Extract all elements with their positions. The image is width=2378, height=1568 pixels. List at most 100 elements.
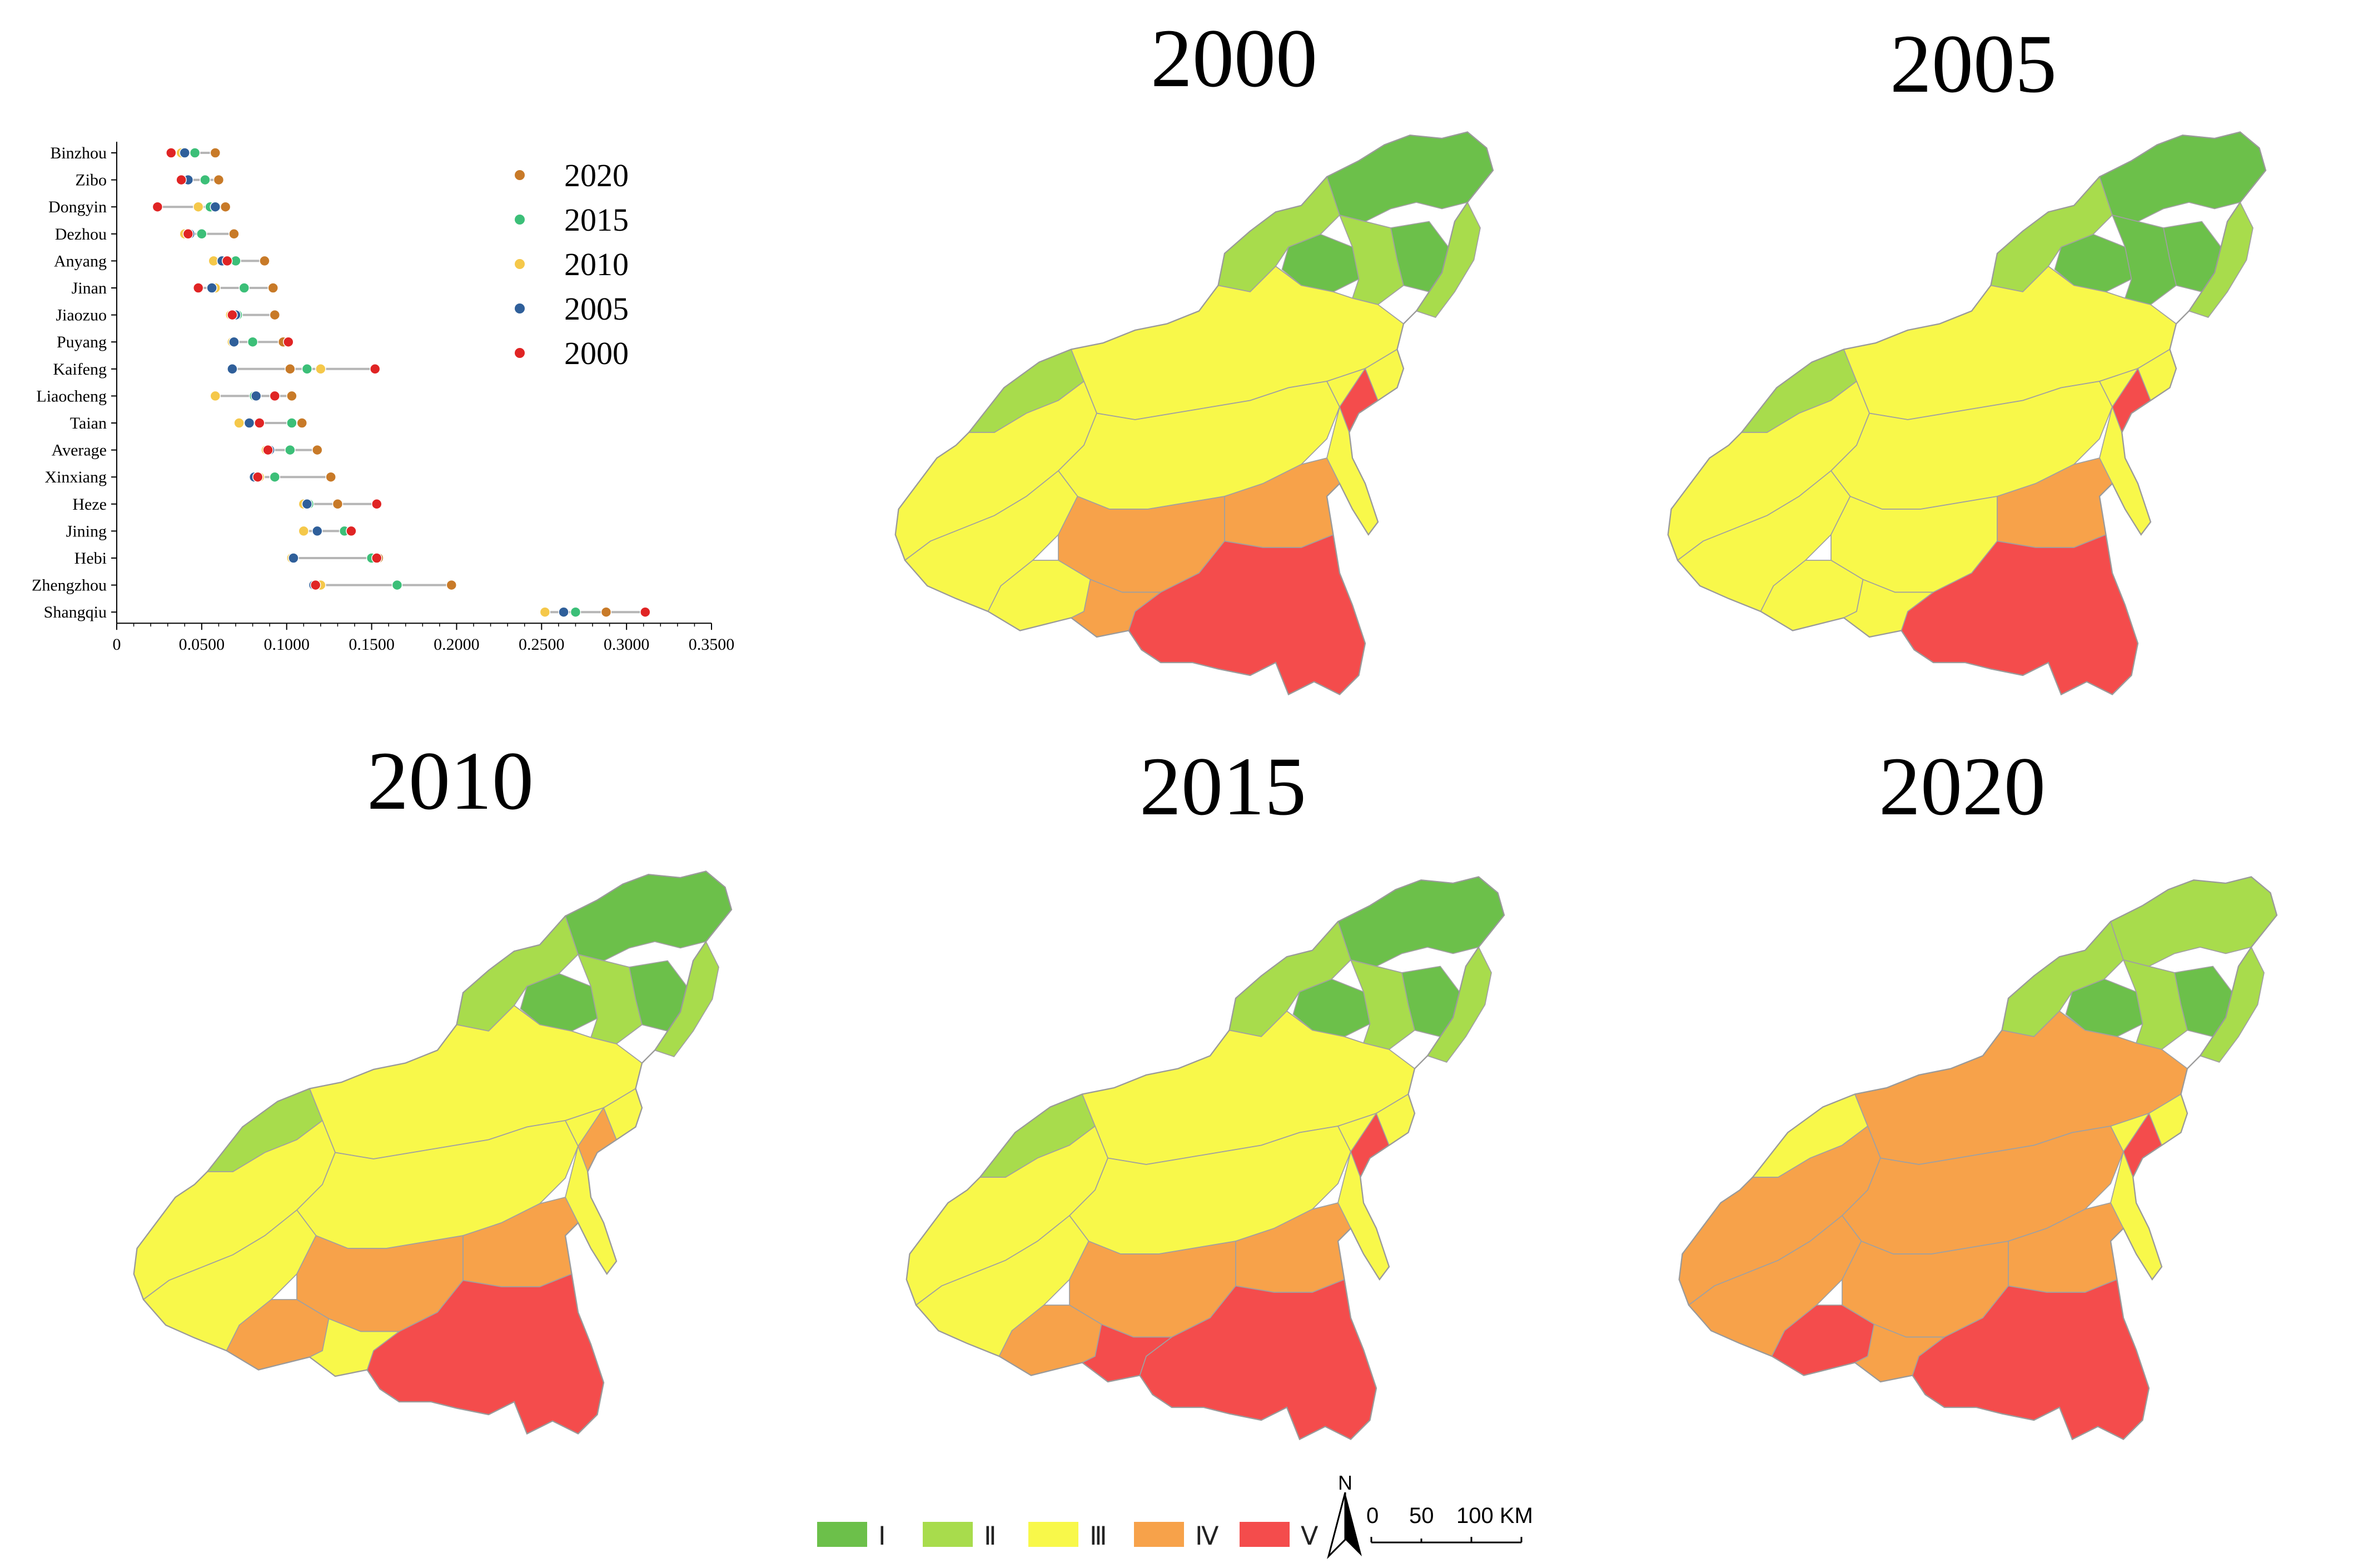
point-2000 [640, 606, 651, 618]
legend-label-2005: 2005 [564, 291, 629, 327]
map-title-2010: 2010 [367, 735, 534, 827]
point-2020 [210, 147, 221, 158]
point-2000 [176, 174, 187, 186]
legend-label-1: Ⅰ [878, 1522, 886, 1550]
point-2005 [179, 147, 191, 158]
legend-marker-2015 [515, 215, 525, 225]
point-2010 [539, 606, 551, 618]
map-2005 [1667, 131, 2267, 696]
city-label: Hebi [74, 549, 107, 568]
point-2000 [371, 499, 382, 510]
point-2020 [269, 309, 281, 321]
point-2000 [252, 471, 263, 482]
legend-swatch-1 [817, 1522, 867, 1547]
map-outline [1678, 876, 2278, 1441]
point-2010 [315, 364, 326, 375]
city-label: Kaifeng [53, 360, 107, 379]
city-label: Average [52, 441, 107, 460]
map-outline [1667, 131, 2267, 696]
point-2015 [189, 147, 201, 158]
point-2020 [325, 471, 336, 482]
city-label: Jiaozuo [56, 306, 107, 325]
city-label: Jining [66, 522, 107, 540]
legend-label-2: Ⅱ [984, 1522, 997, 1550]
map-outline [133, 870, 733, 1435]
scale-tick-0: 0 [1366, 1504, 1379, 1528]
city-label: Xinxiang [44, 468, 107, 486]
legend-label-4: Ⅳ [1195, 1522, 1219, 1550]
map-2000 [894, 131, 1494, 696]
point-2015 [238, 282, 250, 293]
point-2015 [570, 606, 581, 618]
legend-swatch-4 [1134, 1522, 1184, 1547]
legend-marker-2020 [515, 170, 525, 180]
map-2015 [906, 876, 1505, 1441]
map-region [1350, 959, 1415, 1050]
city-label: Zibo [75, 171, 107, 190]
point-2010 [192, 201, 204, 212]
point-2020 [332, 499, 344, 510]
legend-swatch-3 [1028, 1522, 1078, 1547]
point-2000 [310, 579, 321, 591]
point-2020 [446, 579, 457, 591]
legend-swatch-5 [1240, 1522, 1290, 1547]
point-2000 [152, 201, 163, 212]
point-2000 [283, 336, 294, 347]
city-label: Zhengzhou [32, 576, 107, 595]
x-tick-label: 0 [113, 635, 121, 654]
point-2020 [228, 228, 240, 240]
point-2005 [250, 390, 262, 402]
city-label: Dongyin [48, 198, 107, 216]
point-2020 [213, 174, 225, 186]
city-label: Binzhou [50, 144, 107, 162]
scale-tick-100: 100 KM [1456, 1504, 1533, 1528]
city-label: Shangqiu [44, 603, 107, 621]
point-2005 [301, 499, 313, 510]
map-2010 [133, 870, 733, 1435]
map-title-2020: 2020 [1879, 740, 2046, 833]
legend-label-2000: 2000 [564, 335, 629, 371]
x-tick-label: 0.1000 [263, 635, 310, 654]
legend-swatch-2 [923, 1522, 973, 1547]
point-2005 [210, 201, 221, 212]
legend-label-5: Ⅴ [1301, 1522, 1319, 1550]
point-2015 [285, 444, 296, 456]
point-2010 [233, 417, 245, 429]
x-tick-label: 0.1500 [349, 635, 395, 654]
point-2015 [286, 417, 297, 429]
map-region [2054, 233, 2132, 292]
x-tick-label: 0.0500 [179, 635, 225, 654]
north-label: N [1338, 1473, 1352, 1494]
point-2000 [254, 417, 265, 429]
city-label: Liaocheng [36, 387, 107, 405]
point-2020 [286, 390, 297, 402]
point-2015 [196, 228, 207, 240]
point-2015 [247, 336, 258, 347]
point-2020 [220, 201, 231, 212]
point-2000 [192, 282, 204, 293]
point-2005 [227, 364, 238, 375]
point-2000 [369, 364, 381, 375]
point-2020 [267, 282, 279, 293]
scale-bar [1370, 1537, 1523, 1544]
map-2020 [1678, 876, 2278, 1441]
x-tick-label: 0.2000 [434, 635, 480, 654]
point-2020 [311, 444, 323, 456]
point-2000 [182, 228, 194, 240]
point-2015 [391, 579, 403, 591]
point-2015 [200, 174, 211, 186]
map-region [2065, 978, 2143, 1037]
map-title-2000: 2000 [1151, 12, 1317, 104]
map-region [2111, 214, 2177, 305]
legend-label-2010: 2010 [564, 246, 629, 282]
point-2005 [558, 606, 569, 618]
north-arrow-icon: N [1327, 1473, 1362, 1559]
point-2020 [285, 364, 296, 375]
map-region [2122, 959, 2188, 1050]
legend-marker-2005 [515, 303, 525, 313]
city-label: Puyang [57, 333, 107, 351]
point-2020 [296, 417, 307, 429]
point-2020 [600, 606, 612, 618]
point-2010 [298, 525, 310, 537]
legend-label-2015: 2015 [564, 202, 629, 238]
